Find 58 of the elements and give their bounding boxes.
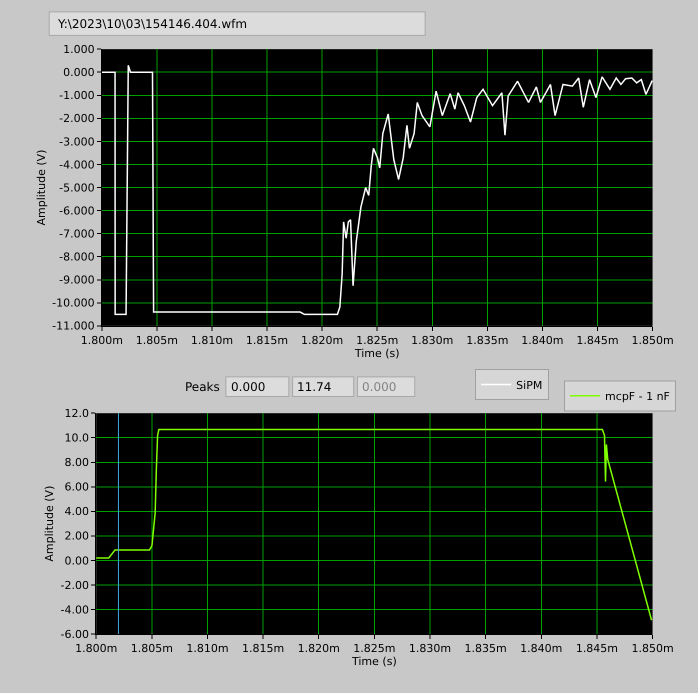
y-tick-label: -8.000 bbox=[59, 250, 95, 264]
text: Y:\2023\10\03\154146.404.wfm bbox=[57, 17, 248, 31]
y-tick-label: -9.000 bbox=[59, 274, 95, 287]
x-tick-label: 1.815m bbox=[242, 642, 284, 656]
x-tick-label: 1.845m bbox=[576, 642, 618, 656]
x-tick-label: 1.825m bbox=[353, 642, 396, 656]
y-tick-label: 6.00 bbox=[64, 480, 89, 494]
text: Peaks bbox=[185, 380, 220, 394]
x-tick-label: 1.815m bbox=[246, 334, 288, 348]
y-tick-label: 1.000 bbox=[63, 43, 95, 56]
x-tick-label: 1.800m bbox=[75, 642, 118, 656]
x-tick-label: 1.845m bbox=[576, 334, 619, 348]
y-tick-label: -10.000 bbox=[52, 296, 95, 310]
y-tick-label: -4.000 bbox=[59, 158, 95, 172]
x-tick-label: 1.850m bbox=[631, 334, 674, 348]
x-tick-label: 1.830m bbox=[411, 334, 454, 348]
x-tick-label: 1.850m bbox=[631, 642, 674, 656]
y-tick-label: -2.000 bbox=[59, 112, 95, 126]
line-series bbox=[96, 428, 652, 621]
x-tick-label: 1.805m bbox=[130, 642, 173, 656]
x-tick-label: 1.840m bbox=[520, 642, 562, 656]
y-tick-label: -4.00 bbox=[60, 603, 89, 616]
x-tick-label: 1.805m bbox=[136, 334, 178, 348]
x-tick-label: 1.810m bbox=[186, 642, 229, 656]
y-tick-label: 2.00 bbox=[64, 530, 89, 543]
x-tick-label: 1.840m bbox=[521, 334, 564, 348]
y-axis-title: Amplitude (V) bbox=[43, 486, 56, 562]
y-tick-label: 12.0 bbox=[64, 407, 89, 420]
y-tick-label: -2.00 bbox=[60, 578, 89, 592]
y-tick-label: -1.000 bbox=[59, 89, 95, 102]
y-tick-label: -3.000 bbox=[59, 135, 95, 148]
text: 11.74 bbox=[297, 380, 332, 394]
x-axis-title: Time (s) bbox=[351, 655, 397, 668]
y-tick-label: 8.00 bbox=[64, 456, 89, 470]
y-tick-label: -11.000 bbox=[52, 320, 95, 333]
text: 0.000 bbox=[362, 380, 396, 394]
text: 0.000 bbox=[231, 380, 266, 394]
x-tick-label: 1.820m bbox=[298, 642, 340, 656]
x-tick-label: 1.825m bbox=[356, 334, 398, 348]
x-tick-label: 1.810m bbox=[190, 334, 234, 348]
line-series bbox=[102, 64, 653, 316]
y-tick-label: 0.00 bbox=[64, 554, 89, 568]
x-tick-label: 1.835m bbox=[464, 642, 507, 656]
y-tick-label: -5.000 bbox=[59, 181, 95, 194]
x-axis-title: Time (s) bbox=[354, 347, 400, 360]
x-tick-label: 1.820m bbox=[301, 334, 344, 348]
y-tick-label: -6.000 bbox=[59, 204, 95, 218]
y-axis-title: Amplitude (V) bbox=[34, 150, 48, 226]
legend-label: SiPM bbox=[516, 378, 542, 392]
y-tick-label: 0.000 bbox=[63, 66, 95, 80]
x-tick-label: 1.800m bbox=[80, 334, 123, 348]
y-tick-label: 4.00 bbox=[64, 505, 89, 518]
y-tick-label: 10.0 bbox=[64, 432, 89, 445]
y-tick-label: -6.00 bbox=[60, 628, 89, 641]
y-tick-label: -7.000 bbox=[59, 227, 95, 240]
x-tick-label: 1.835m bbox=[466, 334, 508, 348]
x-tick-label: 1.830m bbox=[408, 642, 452, 656]
legend-label: mcpF - 1 nF bbox=[605, 390, 670, 404]
